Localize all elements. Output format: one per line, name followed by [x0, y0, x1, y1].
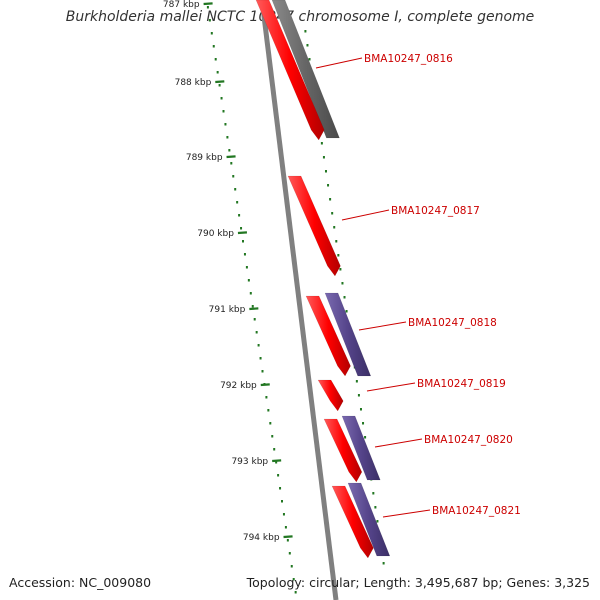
- kbp-tick: [272, 459, 282, 463]
- gene-label-leader: [341, 209, 390, 221]
- kbp-tick: [226, 155, 236, 159]
- gene-labels: BMA10247_0816 BMA10247_0817 BMA10247_0818 B…: [315, 53, 521, 518]
- gene-arrow-forward[interactable]: [305, 295, 351, 377]
- kbp-tick-label: 789 kbp: [186, 153, 223, 163]
- gene-label[interactable]: BMA10247_0818: [408, 317, 497, 329]
- gene-arrow-forward[interactable]: [331, 485, 374, 559]
- gene-arrow-forward[interactable]: [323, 418, 363, 483]
- kbp-tick: [215, 80, 225, 84]
- gene-features: [255, 0, 391, 559]
- kbp-tick: [260, 383, 270, 387]
- chromosome-backbone: [259, 0, 339, 600]
- gene-label-leader: [382, 509, 431, 518]
- gene-arrow-forward[interactable]: [287, 175, 341, 277]
- kbp-tick-label: 790 kbp: [197, 229, 234, 239]
- kbp-tick: [283, 535, 293, 539]
- kbp-tick: [237, 231, 248, 235]
- kbp-tick-label: 792 kbp: [220, 381, 257, 391]
- kbp-tick: [249, 307, 259, 311]
- gene-label[interactable]: BMA10247_0821: [432, 505, 521, 517]
- gene-label[interactable]: BMA10247_0816: [364, 53, 453, 65]
- gene-label-leader: [358, 321, 407, 331]
- gene-label-leader: [374, 438, 423, 448]
- gene-label-leader: [366, 382, 416, 392]
- gene-arrow-reverse[interactable]: [271, 0, 340, 139]
- kbp-tick-label: 793 kbp: [231, 457, 268, 467]
- kbp-tick-label: 791 kbp: [209, 305, 246, 315]
- gene-arrow-reverse[interactable]: [324, 292, 372, 377]
- gene-arrow-forward[interactable]: [317, 379, 344, 412]
- gene-arrow-reverse[interactable]: [347, 482, 391, 557]
- accession-label: Accession: NC_009080: [9, 575, 152, 590]
- kbp-tick-label: 788 kbp: [175, 78, 212, 88]
- kbp-tick: [203, 2, 213, 6]
- gene-arrow-forward[interactable]: [255, 0, 325, 141]
- kbp-tick-label: 787 kbp: [163, 0, 200, 10]
- kbp-ruler: 787 kbp 788 kbp 789 kbp 790 kbp 791 kbp 792 k…: [163, 0, 293, 543]
- gene-label[interactable]: BMA10247_0817: [391, 205, 480, 217]
- gene-label[interactable]: BMA10247_0820: [424, 434, 513, 446]
- gene-label[interactable]: BMA10247_0819: [417, 378, 506, 390]
- map-title: Burkholderia mallei NCTC 10247 chromosom…: [65, 9, 535, 25]
- genome-summary: Topology: circular; Length: 3,495,687 bp…: [246, 575, 590, 590]
- gene-label-leader: [315, 57, 363, 69]
- kbp-tick-label: 794 kbp: [243, 533, 280, 543]
- gene-arrow-reverse[interactable]: [341, 415, 381, 481]
